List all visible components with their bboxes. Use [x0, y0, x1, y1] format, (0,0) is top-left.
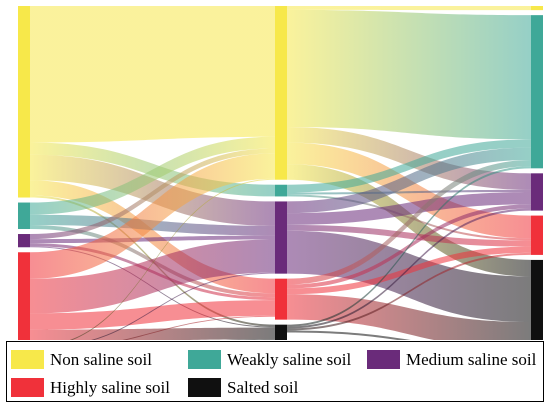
sankey-links [30, 6, 531, 340]
node-stage1-non_saline [18, 6, 30, 198]
legend-label-highly-saline: Highly saline soil [50, 377, 170, 397]
flow-stage2-highly_saline-to-salted [287, 294, 531, 340]
flow-stage2-medium_saline-to-salted [287, 230, 531, 323]
node-stage1-weakly_saline [18, 202, 30, 230]
node-stage3-non_saline [531, 6, 543, 11]
flow-stage2-weakly_saline-to-highly_saline [287, 194, 531, 241]
flow-stage2-salted-to-medium_saline [287, 208, 531, 329]
legend-label-medium-saline: Medium saline soil [406, 349, 537, 369]
legend-item-weakly-saline: Weakly saline soil [188, 348, 351, 370]
flow-stage2-weakly_saline-to-medium_saline [287, 189, 531, 195]
sankey-diagram [18, 6, 543, 340]
flow-stage1-highly_saline-to-non_saline [30, 153, 275, 279]
node-stage3-highly_saline [531, 215, 543, 255]
flow-stage2-non_saline-to-non_saline [287, 6, 531, 11]
flow-stage1-medium_saline-to-non_saline [30, 148, 275, 240]
legend-swatch-salted [188, 377, 221, 397]
flow-stage1-highly_saline-to-salted [30, 327, 275, 340]
flow-stage2-salted-to-highly_saline [287, 252, 531, 331]
node-stage2-weakly_saline [275, 184, 287, 197]
flow-stage1-highly_saline-to-medium_saline [30, 239, 275, 314]
flow-stage2-medium_saline-to-highly_saline [287, 224, 531, 247]
legend-swatch-weakly-saline [188, 349, 221, 369]
node-stage2-salted [275, 324, 287, 340]
node-stage1-medium_saline [18, 234, 30, 248]
legend-label-weakly-saline: Weakly saline soil [227, 349, 352, 369]
legend-item-highly-saline: Highly saline soil [11, 376, 170, 398]
flow-stage1-non_saline-to-highly_saline [30, 180, 275, 294]
flow-stage1-non_saline-to-non_saline [30, 6, 275, 143]
flow-stage1-salted-to-salted [226, 339, 275, 340]
flow-stage1-highly_saline-to-highly_saline [30, 300, 275, 330]
flow-stage2-medium_saline-to-medium_saline [287, 191, 531, 225]
node-stage3-salted [531, 259, 543, 340]
flow-stage1-non_saline-to-medium_saline [30, 154, 275, 226]
legend-item-non-saline: Non saline soil [11, 348, 152, 370]
legend-label-salted: Salted soil [227, 377, 299, 397]
legend-item-medium-saline: Medium saline soil [367, 348, 536, 370]
flow-stage2-highly_saline-to-highly_saline [287, 246, 531, 295]
flow-stage2-salted-to-salted [287, 330, 411, 340]
legend-swatch-medium-saline [367, 349, 400, 369]
node-stage3-weakly_saline [531, 15, 543, 169]
flow-stage2-weakly_saline-to-weakly_saline [287, 139, 531, 193]
flow-stage2-salted-to-weakly_saline [287, 166, 531, 327]
flow-stage1-medium_saline-to-medium_saline [30, 235, 275, 244]
legend-label-non-saline: Non saline soil [50, 349, 152, 369]
node-stage3-medium_saline [531, 173, 543, 211]
flow-stage1-weakly_saline-to-non_saline [30, 136, 275, 215]
node-stage2-highly_saline [275, 278, 287, 320]
sankey-nodes [18, 6, 543, 340]
node-stage1-highly_saline [18, 252, 30, 340]
legend-swatch-highly-saline [11, 377, 44, 397]
node-stage2-medium_saline [275, 201, 287, 274]
node-stage2-non_saline [275, 6, 287, 180]
legend: Non saline soil Weakly saline soil Mediu… [6, 341, 544, 402]
flow-stage2-highly_saline-to-weakly_saline [287, 160, 531, 285]
flow-stage2-non_saline-to-weakly_saline [287, 9, 531, 140]
legend-item-salted: Salted soil [188, 376, 298, 398]
legend-swatch-non-saline [11, 349, 44, 369]
flow-stage2-medium_saline-to-weakly_saline [287, 147, 531, 214]
